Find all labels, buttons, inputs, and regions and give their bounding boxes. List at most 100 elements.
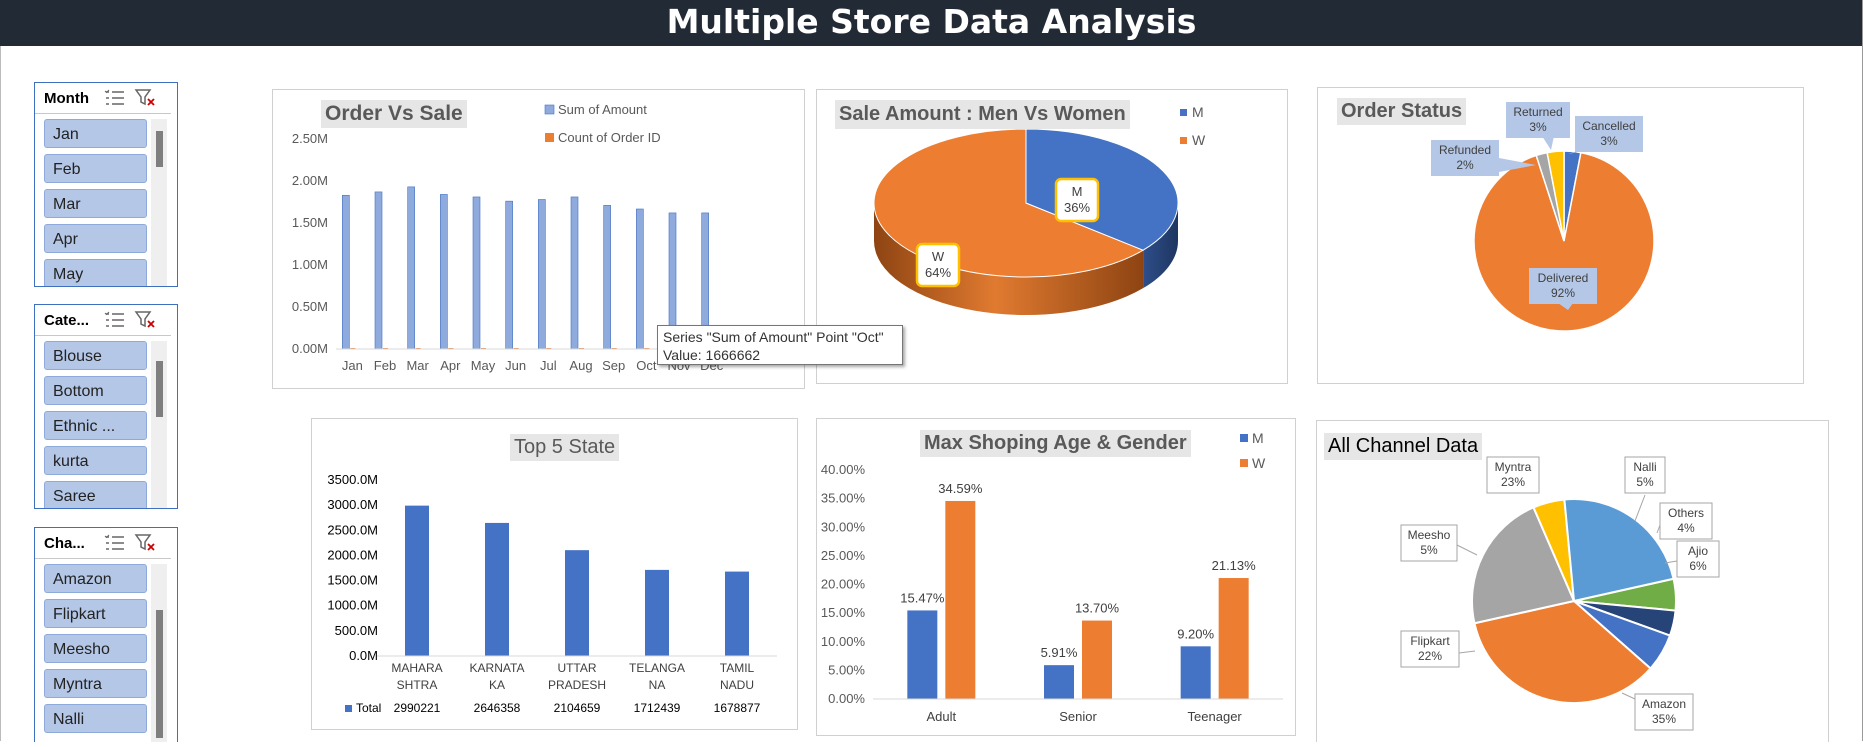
pie-slice-w [873, 128, 1145, 278]
x-tick-label: TAMIL [720, 661, 755, 675]
x-tick-label: Jul [540, 358, 557, 373]
dashboard-title: Multiple Store Data Analysis [0, 0, 1863, 46]
chart-all-channel[interactable]: Myntra 23% Nalli 5% Others 4% Ajio 6% Meesho 5% Fl… [1316, 420, 1829, 742]
data-label: 5.91% [1041, 645, 1078, 660]
table-value: 2990221 [394, 701, 441, 715]
scrollbar-thumb[interactable] [156, 361, 163, 417]
y-tick-label: 500.0M [335, 623, 378, 638]
slicer-item[interactable]: Ethnic ... [44, 411, 147, 440]
bar-w [1082, 620, 1112, 699]
data-label-delivered-text: Delivered [1538, 271, 1589, 285]
legend-label: Total [356, 701, 381, 715]
bar-sum-of-amount [472, 196, 481, 350]
x-tick-label: TELANGA [629, 661, 685, 675]
slicer-item[interactable]: Saree [44, 481, 147, 508]
bar-total [565, 550, 589, 656]
slicer-item[interactable]: May [44, 259, 147, 286]
legend-marker [1180, 137, 1187, 144]
slicer-month[interactable]: Month Jan Feb Mar Apr May [34, 82, 178, 287]
y-tick-label: 2.50M [292, 131, 328, 146]
x-tick-label: PRADESH [548, 678, 606, 692]
slicer-title: Cate... [44, 311, 90, 329]
slicer-item[interactable]: Bottom [44, 376, 147, 405]
x-tick-label: NADU [720, 678, 754, 692]
clear-filter-icon[interactable] [134, 88, 156, 108]
scrollbar-thumb[interactable] [156, 131, 163, 167]
x-tick-label: KARNATA [470, 661, 525, 675]
data-label-flipkart-text: Flipkart [1410, 634, 1450, 648]
y-tick-label: 0.00M [292, 341, 328, 356]
slicer-item[interactable]: Nalli [44, 704, 147, 733]
chart-age-gender[interactable]: 0.00% 5.00% 10.00% 15.00% 20.00% 25.00% 30.00%… [816, 418, 1296, 736]
multi-select-icon[interactable] [104, 88, 126, 108]
chart-title: Max Shoping Age & Gender [920, 430, 1191, 457]
y-tick-label: 5.00% [828, 662, 865, 677]
legend-label: Sum of Amount [558, 102, 647, 117]
slicer-scrollbar[interactable] [151, 341, 167, 508]
callout-pointer [1499, 158, 1536, 172]
bar-sum-of-amount [505, 200, 513, 350]
legend-label: M [1192, 104, 1204, 120]
chart-title: Order Vs Sale [321, 100, 467, 128]
data-label-meesho-box [1400, 524, 1458, 562]
x-tick-label: Apr [440, 358, 461, 373]
y-tick-label: 15.00% [821, 605, 866, 620]
tooltip-line: Value: 1666662 [663, 347, 761, 363]
y-tick-label: 0.00% [828, 691, 865, 706]
chart-order-status[interactable]: Delivered 92% Refunded 2% Returned 3% Cancelle… [1317, 87, 1804, 384]
x-tick-label: Oct [636, 358, 657, 373]
x-tick-label: Feb [374, 358, 396, 373]
data-label-myntra-text: Myntra [1495, 460, 1532, 474]
chart-top-5-state[interactable]: 0.0M 500.0M 1000.0M 1500.0M 2000.0M 2500.0M 30… [311, 418, 798, 730]
slicer-category[interactable]: Cate... Blouse Bottom Ethnic ... kurta S… [34, 304, 178, 509]
bar-sum-of-amount [570, 196, 579, 350]
table-value: 1712439 [634, 701, 681, 715]
legend-marker [345, 705, 352, 712]
callout-pointer [1558, 303, 1573, 310]
data-label-refunded-text: 2% [1456, 158, 1474, 172]
y-tick-label: 35.00% [821, 491, 866, 506]
data-label-flipkart-box [1400, 630, 1460, 668]
y-tick-label: 1500.0M [327, 573, 378, 588]
chart-men-vs-women[interactable]: M 36% W 64% M W Sale Amount : Men Vs Women [816, 89, 1288, 384]
pie-slice [1546, 150, 1565, 242]
window-edge-left [0, 46, 1, 741]
slicer-item[interactable]: Flipkart [44, 599, 147, 628]
slicer-item[interactable]: Amazon [44, 564, 147, 593]
multi-select-icon[interactable] [104, 310, 126, 330]
slicer-item[interactable]: Jan [44, 119, 147, 148]
data-label-text: 64% [925, 265, 951, 280]
data-label-nalli-text: Nalli [1633, 460, 1656, 474]
legend-marker [1180, 109, 1187, 116]
slicer-item[interactable]: Feb [44, 154, 147, 183]
men-vs-women-svg: M36%W64%MW [873, 104, 1206, 315]
data-label-amazon-text: 35% [1652, 712, 1676, 726]
slicer-scrollbar[interactable] [151, 564, 167, 742]
x-tick-label: Senior [1059, 709, 1097, 724]
clear-filter-icon[interactable] [134, 533, 156, 553]
slicer-item[interactable]: Myntra [44, 669, 147, 698]
data-label-ajio-text: 6% [1689, 559, 1707, 573]
pie-slice-flipkart [1471, 506, 1576, 625]
slicer-item[interactable]: kurta [44, 446, 147, 475]
slicer-item[interactable]: Meesho [44, 634, 147, 663]
all-channel-svg: Myntra23%Nalli5%Others4%Ajio6%Meesho5%Fl… [1400, 456, 1720, 731]
data-label-returned-text: 3% [1529, 120, 1547, 134]
slicer-scrollbar[interactable] [151, 119, 167, 286]
slicer-item[interactable]: Mar [44, 189, 147, 218]
data-label-delivered-box [1529, 268, 1597, 304]
clear-filter-icon[interactable] [134, 310, 156, 330]
data-label-amazon-text: Amazon [1642, 697, 1686, 711]
slicer-item[interactable]: Blouse [44, 341, 147, 370]
multi-select-icon[interactable] [104, 533, 126, 553]
slicer-channel[interactable]: Cha... Amazon Flipkart Meesho Myntra Nal… [34, 527, 178, 742]
data-label-cancelled-text: Cancelled [1582, 119, 1635, 133]
data-label-others-text: 4% [1677, 521, 1695, 535]
slicer-item[interactable]: Apr [44, 224, 147, 253]
data-label-ajio-box [1676, 540, 1720, 578]
scrollbar-thumb[interactable] [156, 610, 163, 738]
x-tick-label: NA [649, 678, 666, 692]
data-label-refunded-box [1431, 140, 1499, 176]
y-tick-label: 2000.0M [327, 547, 378, 562]
